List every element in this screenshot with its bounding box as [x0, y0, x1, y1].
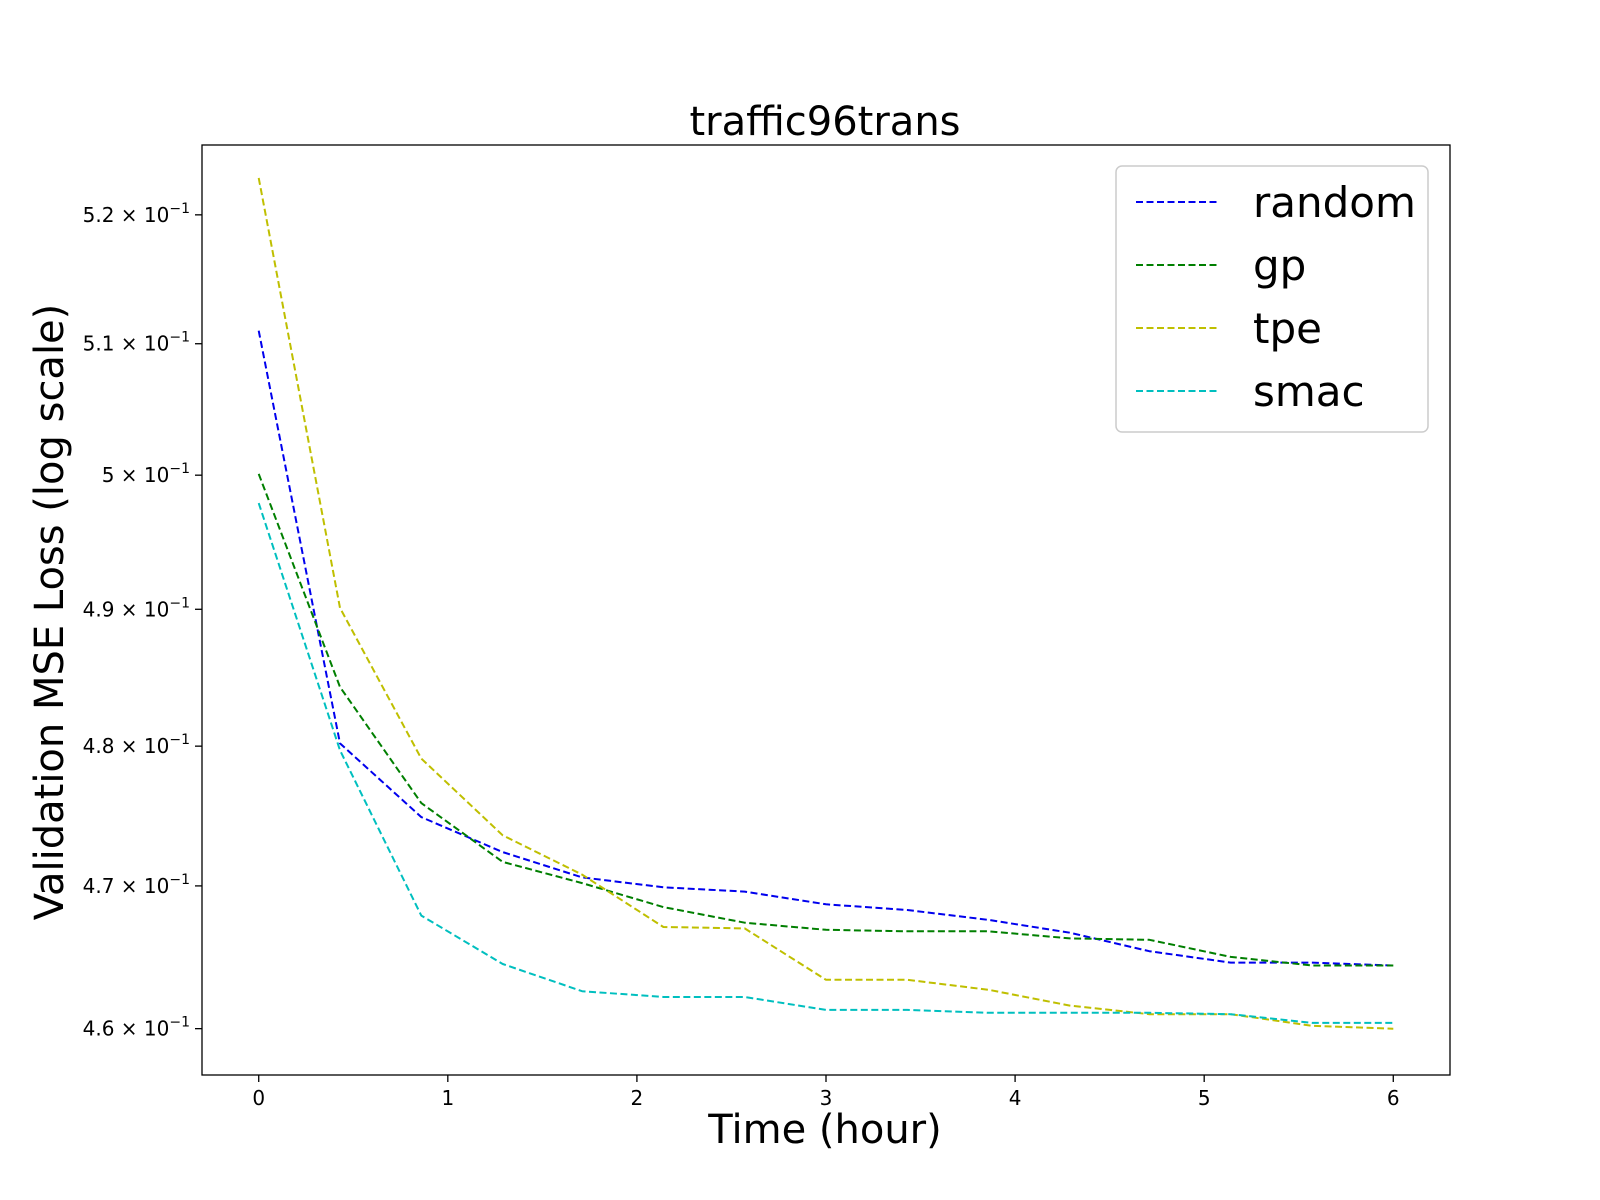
- x-tick-label: 2: [631, 1086, 644, 1110]
- x-tick-label: 4: [1009, 1086, 1022, 1110]
- y-tick-base: 10: [144, 597, 169, 621]
- y-tick-base: 10: [144, 332, 169, 356]
- x-tick-label: 5: [1198, 1086, 1211, 1110]
- y-tick-mantissa: 5.1: [83, 332, 115, 356]
- series-lines: [257, 177, 1394, 1030]
- y-tick-label: 4.6 × 10−1: [83, 1015, 190, 1041]
- x-tick-label: 0: [252, 1086, 265, 1110]
- legend-label-smac: smac: [1253, 367, 1365, 416]
- series-line-gp: [257, 473, 1394, 967]
- y-tick-exponent: −1: [169, 461, 190, 477]
- x-axis-label: Time (hour): [707, 1107, 941, 1153]
- y-tick-base: 10: [144, 203, 169, 227]
- y-tick-mantissa: 4.9: [83, 597, 115, 621]
- y-tick-base: 10: [144, 874, 169, 898]
- y-tick-times: ×: [114, 332, 143, 356]
- legend-label-tpe: tpe: [1253, 304, 1322, 353]
- y-tick-exponent: −1: [169, 330, 190, 346]
- x-tick-label: 6: [1387, 1086, 1400, 1110]
- y-axis: 4.6 × 10−14.7 × 10−14.8 × 10−14.9 × 10−1…: [83, 201, 202, 1041]
- legend-frame: [1115, 165, 1429, 433]
- y-tick-times: ×: [114, 597, 143, 621]
- legend-label-random: random: [1253, 178, 1416, 227]
- y-tick-label: 5.1 × 10−1: [83, 330, 190, 356]
- y-tick-times: ×: [114, 734, 143, 758]
- y-axis-label: Validation MSE Loss (log scale): [27, 304, 73, 921]
- y-tick-label: 4.7 × 10−1: [83, 872, 190, 898]
- y-tick-times: ×: [114, 874, 143, 898]
- y-tick-mantissa: 4.7: [83, 874, 115, 898]
- legend-label-gp: gp: [1253, 241, 1306, 290]
- y-tick-exponent: −1: [169, 1015, 190, 1031]
- chart-title: traffic96trans: [689, 99, 960, 145]
- y-tick-label: 5 × 10−1: [102, 461, 190, 487]
- series-line-random: [257, 330, 1394, 967]
- y-tick-label: 5.2 × 10−1: [83, 201, 190, 227]
- x-tick-label: 1: [441, 1086, 454, 1110]
- y-tick-base: 10: [144, 1017, 169, 1041]
- y-tick-times: ×: [114, 1017, 143, 1041]
- y-tick-times: ×: [114, 203, 143, 227]
- y-tick-exponent: −1: [169, 872, 190, 888]
- y-tick-mantissa: 5.2: [83, 203, 115, 227]
- y-tick-label: 4.8 × 10−1: [83, 732, 190, 758]
- y-tick-base: 10: [144, 463, 169, 487]
- y-tick-base: 10: [144, 734, 169, 758]
- y-tick-exponent: −1: [169, 732, 190, 748]
- y-tick-times: ×: [114, 463, 143, 487]
- y-tick-mantissa: 4.6: [83, 1017, 115, 1041]
- x-tick-label: 3: [820, 1086, 833, 1110]
- y-tick-mantissa: 4.8: [83, 734, 115, 758]
- series-line-smac: [257, 502, 1394, 1024]
- y-tick-mantissa: 5: [102, 463, 115, 487]
- y-tick-exponent: −1: [169, 595, 190, 611]
- y-tick-exponent: −1: [169, 201, 190, 217]
- x-axis: 0 1 2 3 4 5 6: [252, 1075, 1400, 1110]
- y-tick-label: 4.9 × 10−1: [83, 595, 190, 621]
- legend: random gp tpe smac: [1115, 165, 1429, 433]
